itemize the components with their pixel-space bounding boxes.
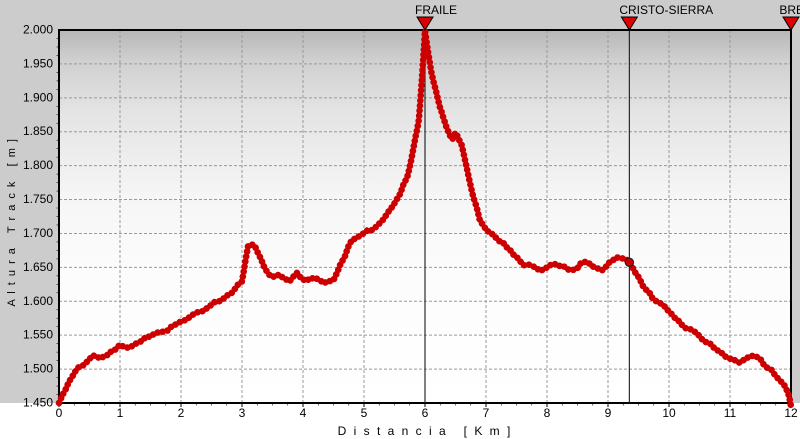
svg-text:4: 4	[300, 406, 307, 420]
svg-text:5: 5	[361, 406, 368, 420]
svg-text:BREÑA: BREÑA	[779, 3, 800, 17]
svg-text:FRAILE: FRAILE	[415, 3, 457, 17]
svg-text:1.550: 1.550	[23, 328, 53, 342]
svg-text:1.800: 1.800	[23, 158, 53, 172]
svg-text:11: 11	[724, 406, 737, 420]
svg-text:8: 8	[544, 406, 551, 420]
svg-text:D i s t a n c i a [ K m ]: D i s t a n c i a [ K m ]	[338, 424, 513, 438]
svg-text:3: 3	[239, 406, 246, 420]
svg-text:1.950: 1.950	[23, 56, 53, 70]
svg-text:1.650: 1.650	[23, 260, 53, 274]
svg-text:6: 6	[422, 406, 429, 420]
svg-text:1.600: 1.600	[23, 294, 53, 308]
svg-text:12: 12	[784, 406, 798, 420]
svg-text:7: 7	[483, 406, 490, 420]
svg-text:9: 9	[605, 406, 612, 420]
svg-text:1.750: 1.750	[23, 192, 53, 206]
svg-text:1.700: 1.700	[23, 226, 53, 240]
svg-text:1.850: 1.850	[23, 124, 53, 138]
svg-text:1.900: 1.900	[23, 90, 53, 104]
svg-text:0: 0	[56, 406, 63, 420]
svg-text:2: 2	[178, 406, 185, 420]
svg-text:CRISTO-SIERRA: CRISTO-SIERRA	[619, 3, 713, 17]
svg-text:2.000: 2.000	[23, 23, 53, 37]
svg-text:1.500: 1.500	[23, 362, 53, 376]
svg-text:1.450: 1.450	[23, 396, 53, 410]
svg-text:10: 10	[662, 406, 676, 420]
svg-text:1: 1	[117, 406, 124, 420]
